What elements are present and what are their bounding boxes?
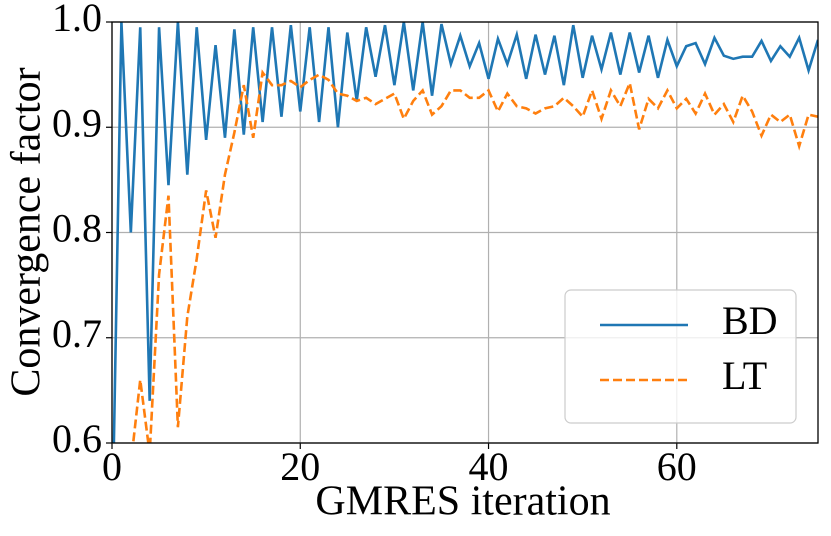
legend-box — [564, 289, 797, 424]
x-tick-label: 40 — [469, 444, 509, 489]
x-tick-label: 60 — [657, 444, 697, 489]
y-tick-label: 0.9 — [52, 100, 102, 145]
x-tick-label: 0 — [102, 444, 122, 489]
y-tick-label: 1.0 — [52, 0, 102, 40]
y-tick-label: 0.8 — [52, 206, 102, 251]
x-tick-label: 20 — [280, 444, 320, 489]
legend-label: BD — [722, 298, 778, 343]
y-axis-label: Convergence factor — [4, 67, 50, 396]
plot-lines — [112, 22, 818, 443]
series-line — [112, 22, 818, 443]
plot-frame — [111, 21, 819, 444]
y-tick-label: 0.6 — [52, 416, 102, 461]
legend-label: LT — [722, 353, 767, 398]
x-axis-label: GMRES iteration — [315, 479, 610, 525]
y-tick-label: 0.7 — [52, 311, 102, 356]
series-line — [131, 69, 818, 443]
